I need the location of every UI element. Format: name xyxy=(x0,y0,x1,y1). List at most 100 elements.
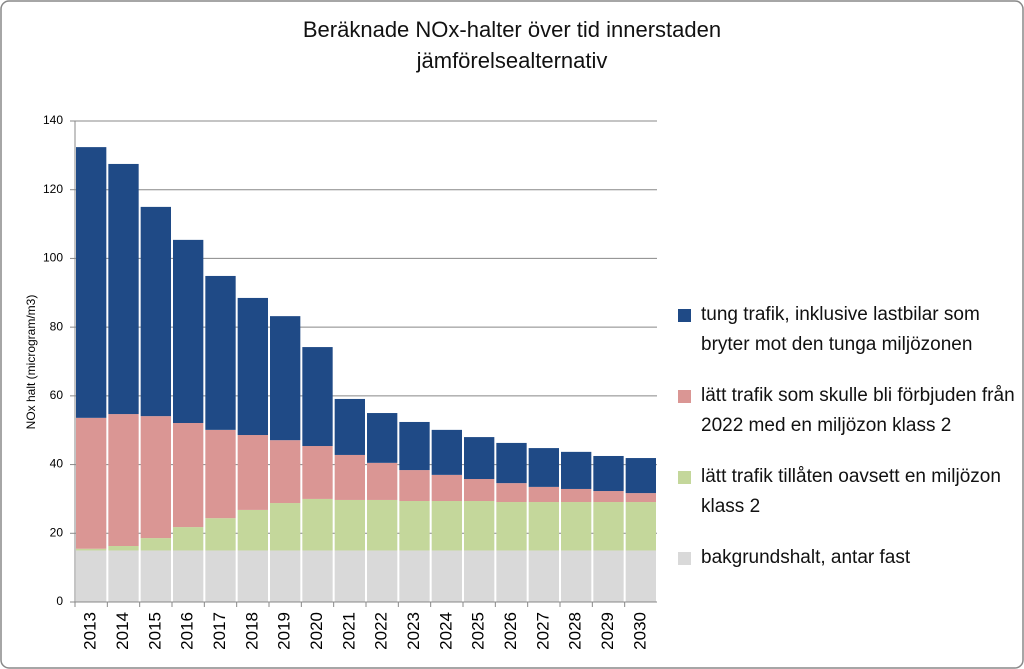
bar-segment xyxy=(496,483,527,503)
x-tick-label: 2026 xyxy=(501,612,520,650)
bar-segment xyxy=(108,163,139,415)
bar-segment xyxy=(431,429,462,475)
x-tick-label: 2025 xyxy=(469,612,488,650)
y-tick-label: 100 xyxy=(43,251,63,265)
y-tick-label: 40 xyxy=(50,457,64,471)
bar-segment xyxy=(625,550,656,602)
bar-segment xyxy=(593,455,624,492)
bar-segment xyxy=(561,550,592,602)
bar-segment xyxy=(528,486,559,503)
bar-segment xyxy=(367,550,398,602)
bar-segment xyxy=(496,502,527,551)
bar-segment xyxy=(270,503,301,551)
bar-segment xyxy=(270,550,301,602)
bar-segment xyxy=(302,446,333,499)
y-tick-label: 120 xyxy=(43,182,63,196)
bar-segment xyxy=(76,417,107,549)
bar-segment xyxy=(140,206,171,417)
legend-item: lätt trafik tillåten oavsett en miljözon… xyxy=(678,462,1018,522)
bar-segment xyxy=(334,454,365,500)
legend-label: bakgrundshalt, antar fast xyxy=(701,547,911,568)
legend-label: tung trafik, inklusive lastbilar som bry… xyxy=(701,304,980,355)
legend-item: lätt trafik som skulle bli förbjuden frå… xyxy=(678,381,1018,441)
bar-segment xyxy=(173,527,204,551)
legend-swatch xyxy=(678,471,691,484)
bar-segment xyxy=(108,550,139,602)
bar-segment xyxy=(140,538,171,551)
bar-segment xyxy=(431,550,462,602)
bar-segment xyxy=(431,474,462,501)
x-tick-label: 2019 xyxy=(275,612,294,650)
bar-segment xyxy=(367,462,398,500)
y-tick-label: 80 xyxy=(50,319,64,333)
legend-item: tung trafik, inklusive lastbilar som bry… xyxy=(678,300,1018,360)
bar-segment xyxy=(108,414,139,546)
x-tick-label: 2029 xyxy=(598,612,617,650)
bar-segment xyxy=(464,550,495,602)
bar-segment xyxy=(625,493,656,503)
bar-segment xyxy=(528,550,559,602)
bar-segment xyxy=(496,550,527,602)
bar-segment xyxy=(140,416,171,539)
bar-segment xyxy=(561,502,592,551)
x-tick-label: 2023 xyxy=(404,612,423,650)
bar-segment xyxy=(270,316,301,441)
x-tick-label: 2022 xyxy=(372,612,391,650)
legend-label: lätt trafik som skulle bli förbjuden frå… xyxy=(701,385,1015,436)
bar-segment xyxy=(237,550,268,602)
bar-segment xyxy=(367,413,398,463)
bar-segment xyxy=(399,421,430,471)
bar-segment xyxy=(399,550,430,602)
x-tick-label: 2028 xyxy=(566,612,585,650)
x-tick-label: 2014 xyxy=(113,612,132,650)
bar-segment xyxy=(173,422,204,528)
legend-label: lätt trafik tillåten oavsett en miljözon… xyxy=(701,466,1001,517)
bar-segment xyxy=(334,398,365,455)
bar-segment xyxy=(367,499,398,551)
chart-title: Beräknade NOx-halter över tid innerstade… xyxy=(302,17,722,73)
x-tick-label: 2020 xyxy=(307,612,326,650)
x-tick-label: 2017 xyxy=(210,612,229,650)
x-tick-label: 2013 xyxy=(81,612,100,650)
y-axis-label: NOx halt (microgram/m3) xyxy=(24,295,38,430)
y-tick-label: 20 xyxy=(50,525,64,539)
legend-swatch xyxy=(678,552,691,565)
bar-segment xyxy=(76,548,107,551)
bar-segment xyxy=(76,147,107,418)
bar-segment xyxy=(399,500,430,551)
y-tick-label: 60 xyxy=(50,388,64,402)
bar-segment xyxy=(205,518,236,551)
legend: tung trafik, inklusive lastbilar som bry… xyxy=(678,300,1018,594)
bar-segment xyxy=(431,500,462,551)
bar-segment xyxy=(173,239,204,423)
bar-segment xyxy=(76,550,107,602)
bar-segment xyxy=(399,470,430,501)
y-tick-label: 140 xyxy=(43,113,63,127)
legend-swatch xyxy=(678,390,691,403)
bar-segment xyxy=(464,479,495,501)
legend-item: bakgrundshalt, antar fast xyxy=(678,543,1018,573)
x-tick-label: 2030 xyxy=(630,612,649,650)
bar-segment xyxy=(561,488,592,503)
bar-segment xyxy=(237,297,268,436)
bar-segment xyxy=(334,550,365,602)
bar-segment xyxy=(205,550,236,602)
bar-segment xyxy=(528,502,559,551)
bar-segment xyxy=(496,442,527,484)
bar-segment xyxy=(625,502,656,551)
x-tick-label: 2016 xyxy=(178,612,197,650)
bar-segment xyxy=(205,429,236,519)
x-tick-label: 2018 xyxy=(242,612,261,650)
bar-segment xyxy=(205,275,236,430)
bar-segment xyxy=(302,498,333,551)
bar-segment xyxy=(140,550,171,602)
legend-swatch xyxy=(678,309,691,322)
bar-segment xyxy=(561,451,592,489)
bar-segment xyxy=(625,458,656,494)
bar-segment xyxy=(464,500,495,551)
y-tick-label: 0 xyxy=(56,594,63,608)
bar-segment xyxy=(237,435,268,510)
bar-segment xyxy=(593,550,624,602)
